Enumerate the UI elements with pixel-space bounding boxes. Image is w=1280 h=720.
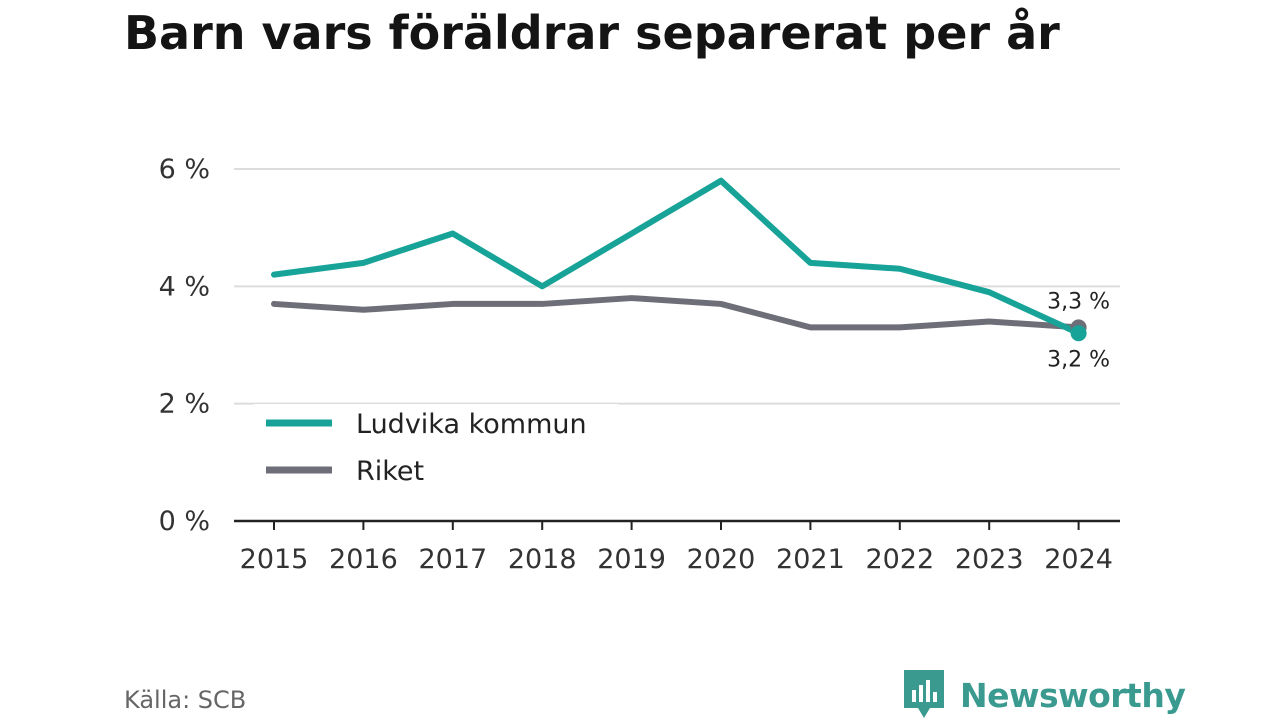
x-tick-label: 2024 [1044,544,1113,575]
legend: Ludvika kommun Riket [254,404,618,500]
x-tick-label: 2020 [687,544,756,575]
x-tick-label: 2017 [418,544,487,575]
y-axis-tick-labels: 0 % 2 % 4 % 6 % [159,154,210,537]
series-line-riket [271,295,1082,331]
legend-label: Riket [356,456,424,487]
x-tick-label: 2015 [240,544,309,575]
x-tick-label: 2023 [955,544,1024,575]
legend-label: Ludvika kommun [356,409,587,440]
y-tick-label: 2 % [159,389,210,420]
x-tick-label: 2016 [329,544,398,575]
newsworthy-logo-icon [904,670,944,718]
y-tick-label: 4 % [159,271,210,302]
series-end-point [1070,325,1087,342]
series-lines [271,177,1087,342]
x-axis-tick-labels: 2015 2016 2017 2018 2019 2020 2021 2022 2023 2024 [240,544,1113,575]
y-tick-label: 0 % [159,506,210,537]
x-axis [234,519,1120,530]
series-line-ludvika-kommun [271,177,1082,337]
brand-logo[interactable]: Newsworthy [904,670,1186,720]
x-tick-label: 2018 [508,544,577,575]
y-tick-label: 6 % [159,154,210,185]
chart-title: Barn vars föräldrar separerat per år [124,6,1060,60]
end-value-label: 3,2 % [1047,347,1110,372]
end-value-label: 3,3 % [1047,289,1110,314]
end-value-labels: 3,3 % 3,2 % [1047,289,1110,372]
brand-name: Newsworthy [960,675,1186,715]
x-tick-label: 2022 [865,544,934,575]
x-tick-label: 2021 [776,544,845,575]
source-note: Källa: SCB [124,686,247,714]
x-tick-label: 2019 [597,544,666,575]
